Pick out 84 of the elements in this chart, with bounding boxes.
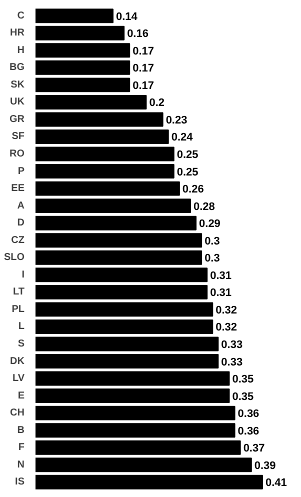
y-tick-label: UK [10, 96, 26, 108]
y-tick-label: HR [10, 28, 26, 39]
bar [36, 60, 130, 75]
data-label: 0.37 [243, 442, 265, 455]
y-tick-label: I [22, 269, 25, 280]
data-label: 0.14 [116, 10, 138, 23]
data-label: 0.17 [132, 62, 154, 75]
bar [36, 8, 114, 24]
bar [36, 336, 219, 352]
bar [36, 268, 208, 282]
y-tick-label: DK [10, 356, 26, 367]
y-tick-label: P [18, 166, 25, 177]
data-label: 0.41 [265, 477, 287, 490]
bar [36, 130, 169, 144]
bar [36, 233, 202, 248]
data-label: 0.25 [176, 149, 198, 162]
y-tick-label: N [17, 459, 25, 470]
y-tick-label: CZ [11, 234, 25, 246]
y-tick-label: SLO [4, 252, 25, 264]
y-tick-label: BG [10, 62, 25, 74]
bar [36, 406, 236, 420]
data-label: 0.29 [199, 218, 220, 230]
data-label: 0.23 [166, 114, 188, 126]
bar [36, 388, 230, 404]
bar [36, 284, 208, 300]
bar [36, 94, 147, 110]
bar [36, 302, 214, 317]
y-tick-label: L [18, 321, 24, 332]
bar [36, 146, 174, 162]
y-tick-label: D [17, 218, 25, 229]
data-label: 0.3 [204, 252, 220, 265]
data-label: 0.32 [216, 322, 238, 334]
bar [36, 423, 236, 438]
bar [36, 181, 180, 196]
data-label: 0.26 [182, 184, 204, 196]
bar [36, 164, 174, 179]
data-label: 0.33 [221, 356, 243, 368]
y-tick-label: LV [12, 373, 25, 384]
bar [36, 474, 263, 490]
y-tick-label: LT [13, 286, 25, 298]
y-tick-label: IS [15, 476, 25, 488]
y-tick-label: CH [10, 408, 25, 419]
data-label: 0.24 [171, 132, 194, 144]
bar [36, 26, 125, 40]
y-tick-label: S [18, 338, 25, 350]
y-tick-label: EE [11, 183, 25, 194]
y-tick-label: C [17, 10, 25, 22]
bar [36, 198, 191, 214]
data-label: 0.2 [149, 97, 165, 110]
y-tick-label: A [17, 200, 25, 212]
data-label: 0.31 [210, 270, 232, 282]
y-tick-label: SK [10, 79, 26, 90]
bar [36, 250, 202, 265]
bar [36, 371, 230, 386]
data-label: 0.25 [176, 166, 198, 178]
y-tick-label: F [18, 442, 24, 454]
y-tick-label: RO [10, 148, 25, 160]
data-label: 0.17 [132, 45, 154, 58]
y-tick-label: GR [10, 114, 26, 125]
data-label: 0.16 [127, 28, 148, 40]
data-label: 0.39 [254, 460, 276, 472]
data-label: 0.31 [210, 287, 232, 300]
bar [36, 458, 252, 472]
y-tick-label: E [18, 390, 25, 402]
data-label: 0.35 [232, 390, 254, 403]
data-label: 0.35 [232, 374, 254, 386]
bar [36, 43, 130, 58]
bar [36, 440, 241, 455]
y-tick-label: B [17, 424, 25, 436]
y-tick-label: H [17, 44, 25, 56]
bar [36, 216, 197, 230]
data-label: 0.36 [238, 425, 260, 438]
y-tick-label: PL [12, 304, 25, 315]
data-label: 0.28 [193, 200, 215, 213]
bar [36, 112, 164, 127]
data-label: 0.3 [204, 235, 220, 248]
bar [36, 78, 130, 92]
data-label: 0.17 [132, 80, 154, 92]
data-label: 0.32 [216, 304, 238, 316]
data-label: 0.33 [221, 338, 243, 351]
y-tick-label: SF [12, 131, 25, 142]
bar [36, 319, 214, 334]
data-label: 0.36 [238, 408, 260, 420]
bar [36, 354, 219, 368]
